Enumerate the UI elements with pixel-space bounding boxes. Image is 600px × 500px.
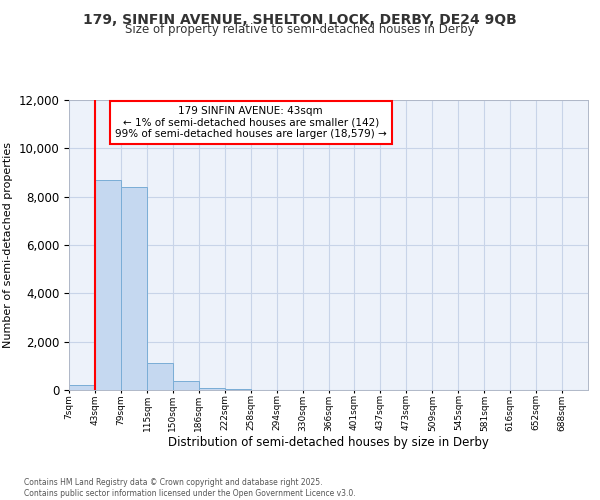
Text: 179 SINFIN AVENUE: 43sqm
← 1% of semi-detached houses are smaller (142)
99% of s: 179 SINFIN AVENUE: 43sqm ← 1% of semi-de… (115, 106, 386, 139)
Bar (199, 388, 224, 390)
Bar (121, 188, 147, 390)
Bar (95, 180, 121, 390)
Text: 179, SINFIN AVENUE, SHELTON LOCK, DERBY, DE24 9QB: 179, SINFIN AVENUE, SHELTON LOCK, DERBY,… (83, 12, 517, 26)
Bar (224, 389, 251, 390)
Bar (147, 364, 173, 390)
Y-axis label: Number of semi-detached properties: Number of semi-detached properties (3, 142, 13, 348)
Bar (69, 385, 95, 390)
Bar (173, 382, 199, 390)
Text: Size of property relative to semi-detached houses in Derby: Size of property relative to semi-detach… (125, 22, 475, 36)
X-axis label: Distribution of semi-detached houses by size in Derby: Distribution of semi-detached houses by … (168, 436, 489, 449)
Text: Contains HM Land Registry data © Crown copyright and database right 2025.
Contai: Contains HM Land Registry data © Crown c… (24, 478, 356, 498)
